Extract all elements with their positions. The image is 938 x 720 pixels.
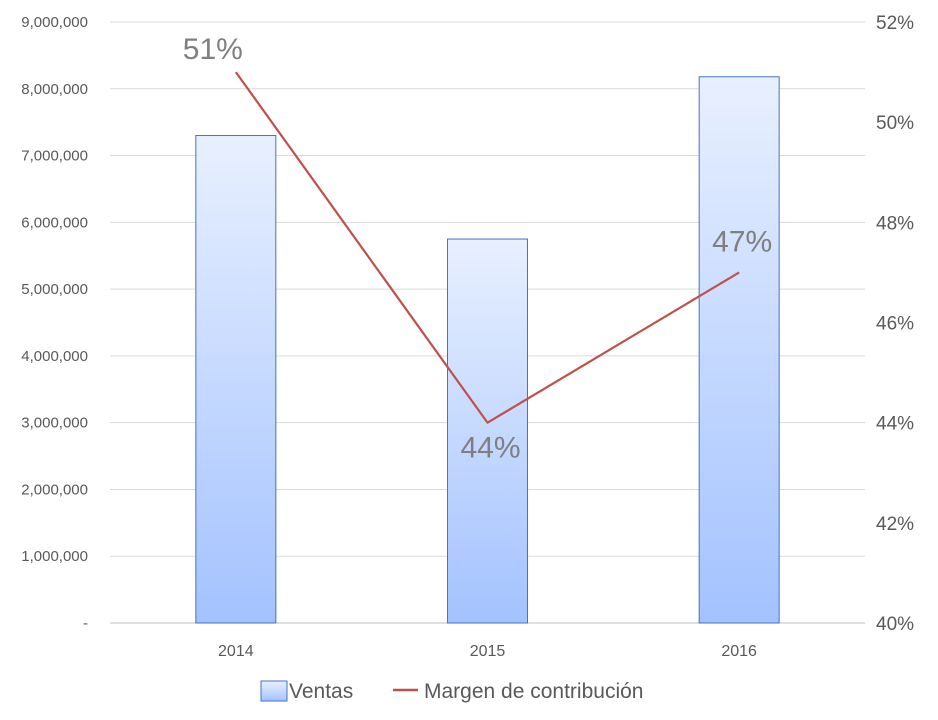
left-axis-tick-label: 4,000,000	[21, 348, 88, 365]
legend-label-margen: Margen de contribución	[424, 680, 643, 703]
x-axis-tick-label: 2014	[218, 643, 254, 660]
left-axis-ticks: - 1,000,000 2,000,000 3,000,000 4,000,000 5,0…	[21, 14, 88, 632]
left-axis-tick-label: 6,000,000	[21, 214, 88, 231]
data-label-margen-2016: 47%	[712, 225, 772, 258]
data-label-margen-2014: 51%	[183, 33, 243, 66]
right-axis-tick-label: 52%	[876, 13, 914, 34]
right-axis-tick-label: 44%	[876, 414, 914, 435]
legend-label-ventas: Ventas	[289, 680, 353, 703]
right-axis-tick-label: 50%	[876, 113, 914, 134]
margen-line-series	[234, 71, 740, 424]
line-margen-de-contribucion	[234, 71, 740, 424]
left-axis-tick-label: 1,000,000	[21, 548, 88, 565]
right-axis-tick-label: 42%	[876, 514, 914, 535]
ventas-bars	[195, 76, 780, 624]
bar-ventas-2014	[195, 135, 277, 624]
right-axis-tick-label: 40%	[876, 614, 914, 635]
bar-ventas-2016	[698, 76, 780, 624]
left-axis-tick-label: 5,000,000	[21, 281, 88, 298]
left-axis-tick-label: 7,000,000	[21, 148, 88, 165]
legend-swatch-ventas	[260, 680, 288, 702]
right-axis-ticks: 40% 42% 44% 46% 48% 50% 52%	[876, 13, 914, 635]
legend: Ventas Margen de contribución	[260, 680, 643, 703]
left-axis-tick-label: 9,000,000	[21, 14, 88, 31]
left-axis-tick-label: 2,000,000	[21, 481, 88, 498]
x-axis-tick-label: 2015	[470, 643, 506, 660]
x-axis-tick-label: 2016	[721, 643, 757, 660]
x-axis-ticks: 2014 2015 2016	[218, 643, 757, 660]
bar-ventas-2015	[447, 238, 528, 624]
right-axis-tick-label: 48%	[876, 213, 914, 234]
left-axis-tick-label: -	[83, 615, 88, 632]
left-axis-tick-label: 3,000,000	[21, 415, 88, 432]
right-axis-tick-label: 46%	[876, 314, 914, 335]
margen-data-labels: 51% 44% 47%	[183, 33, 772, 465]
data-label-margen-2015: 44%	[460, 432, 520, 465]
left-axis-tick-label: 8,000,000	[21, 81, 88, 98]
